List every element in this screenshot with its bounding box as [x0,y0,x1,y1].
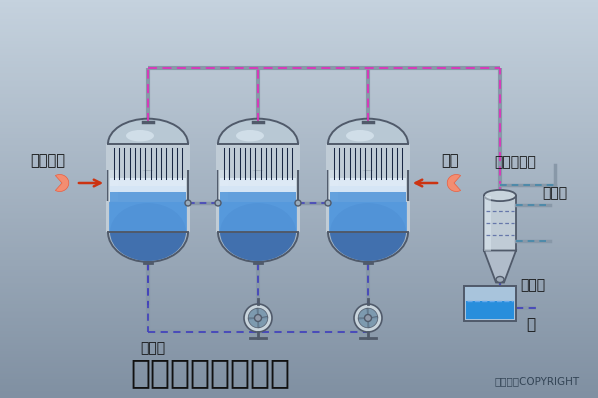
Text: 不凝性气体: 不凝性气体 [494,155,536,169]
Polygon shape [329,202,407,232]
Polygon shape [110,186,186,232]
Ellipse shape [218,202,298,262]
Polygon shape [447,174,460,191]
Polygon shape [218,144,228,232]
Polygon shape [258,316,268,328]
Circle shape [354,304,382,332]
Polygon shape [328,144,408,232]
Text: 东方仿真COPYRIGHT: 东方仿真COPYRIGHT [495,376,580,386]
Polygon shape [484,250,516,283]
Ellipse shape [484,190,516,201]
Polygon shape [367,308,378,318]
Polygon shape [368,316,378,328]
Polygon shape [248,318,260,328]
Polygon shape [56,174,69,191]
Polygon shape [466,301,514,318]
Text: 冷却水: 冷却水 [542,186,567,200]
Text: 加热蒸汽: 加热蒸汽 [30,154,66,168]
Text: 完成液: 完成液 [141,341,166,355]
Text: 集水池: 集水池 [520,278,545,292]
Polygon shape [248,308,258,320]
Polygon shape [106,144,190,170]
Ellipse shape [220,203,296,261]
Polygon shape [330,186,406,232]
Text: 料液: 料液 [441,154,459,168]
Polygon shape [358,308,368,320]
Ellipse shape [346,130,374,141]
Ellipse shape [236,130,264,141]
Polygon shape [330,178,406,192]
Ellipse shape [330,203,406,261]
Polygon shape [464,285,516,320]
Ellipse shape [218,119,298,169]
Circle shape [255,314,261,322]
Polygon shape [220,186,296,232]
Polygon shape [220,178,296,192]
Polygon shape [106,201,190,232]
Ellipse shape [108,202,188,262]
Circle shape [215,200,221,206]
Polygon shape [216,201,300,232]
Polygon shape [110,178,186,192]
Polygon shape [108,144,188,232]
Circle shape [325,200,331,206]
Circle shape [185,200,191,206]
Polygon shape [257,308,268,318]
Polygon shape [108,144,118,232]
Polygon shape [219,202,297,232]
Polygon shape [358,318,370,328]
Ellipse shape [496,277,504,283]
Ellipse shape [328,202,408,262]
Text: 逆流加料蒸发流程: 逆流加料蒸发流程 [130,357,290,390]
Polygon shape [484,195,516,250]
Circle shape [244,304,272,332]
Polygon shape [218,144,298,232]
Circle shape [365,314,371,322]
Polygon shape [326,144,410,170]
Polygon shape [109,202,187,232]
Ellipse shape [328,119,408,169]
Polygon shape [484,195,491,250]
Polygon shape [328,144,338,232]
Polygon shape [326,201,410,232]
Ellipse shape [108,119,188,169]
Polygon shape [216,144,300,170]
Text: 水: 水 [526,318,535,332]
Ellipse shape [126,130,154,141]
Circle shape [295,200,301,206]
Ellipse shape [110,203,186,261]
